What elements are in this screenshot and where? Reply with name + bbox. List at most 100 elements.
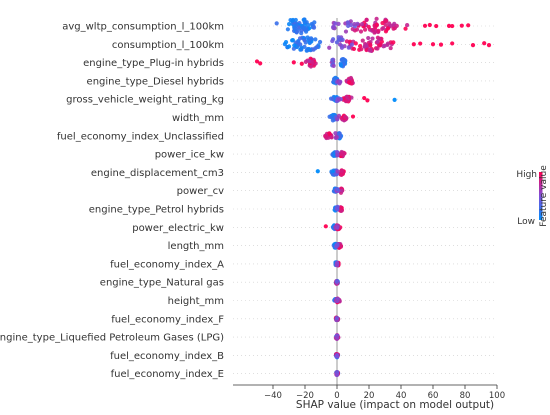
shap-point [375,39,380,45]
shap-point [346,23,351,29]
shap-outlier-point [362,95,367,101]
shap-point [346,80,352,85]
x-tick-label: 80 [460,391,471,401]
shap-point [337,132,342,137]
feature-label: height_mm [168,296,224,307]
shap-outlier-point [315,169,320,174]
shap-point [371,27,376,33]
shap-point [338,79,343,84]
shap-point [307,58,312,64]
shap-outlier-point [418,41,423,46]
feature-label: engine_type_Petrol hybrids [89,205,224,216]
shap-point [304,29,309,34]
shap-point [306,22,311,28]
shap-point [358,43,363,49]
shap-point [374,16,379,21]
colorbar-low-label: Low [517,217,535,227]
shap-point [353,41,358,46]
shap-point [335,298,340,304]
feature-label: gross_vehicle_weight_rating_kg [66,95,224,106]
shap-outlier-point [459,23,464,28]
colorbar-high-label: High [516,170,537,180]
feature-label: engine_type_Plug-in hybrids [83,58,224,69]
shap-outlier-point [466,23,471,28]
x-tick-label: 20 [364,391,375,401]
shap-points [254,16,492,378]
shap-point [335,117,340,122]
shap-point [303,59,308,64]
shap-point [336,35,341,40]
shap-point [342,114,348,119]
shap-point [314,44,319,50]
shap-point [364,17,369,22]
x-tick-label: −40 [264,391,282,401]
feature-label: fuel_economy_index_B [110,351,224,362]
shap-point [310,59,315,65]
shap-point [394,23,399,28]
shap-point [376,28,381,33]
shap-point [370,36,375,41]
shap-point [313,37,318,42]
shap-point [378,42,383,47]
shap-point [391,40,396,45]
shap-point [302,38,307,43]
feature-label: engine_type_Diesel hybrids [87,76,224,87]
colorbar [539,172,543,220]
shap-point [339,152,344,157]
shap-point [335,169,340,174]
shap-point [327,114,332,119]
shap-point [382,43,387,48]
shap-point [344,98,349,104]
shap-outlier-point [450,23,455,29]
shap-point [311,25,317,30]
shap-point [383,29,389,34]
shap-point [339,188,344,193]
shap-point [344,39,350,44]
shap-outlier-point [365,98,370,103]
shap-point [339,57,344,63]
shap-point [337,97,342,102]
shap-point [299,28,304,33]
feature-label: engine_displacement_cm3 [91,168,224,179]
shap-outlier-point [350,114,356,119]
shap-point [285,27,290,32]
shap-point [327,45,332,50]
shap-point [290,18,295,23]
shap-outlier-point [438,42,444,47]
shap-point [348,75,354,81]
feature-label: power_ice_kw [155,150,224,161]
shap-point [383,18,388,24]
shap-point [297,36,303,41]
shap-outlier-point [434,23,439,29]
shap-point [335,242,340,247]
shap-point [346,45,351,50]
shap-point [334,354,339,359]
colorbar-title: Feature value [539,165,549,227]
shap-point [327,131,332,136]
shap-point [352,21,357,27]
shap-point [317,39,323,45]
shap-point [333,131,338,136]
x-tick-label: 40 [396,391,407,401]
shap-point [334,279,340,284]
shap-outlier-point [422,23,428,28]
shap-outlier-point [482,41,487,46]
feature-rows [233,25,497,375]
shap-point [374,22,379,27]
feature-labels: avg_wltp_consumption_l_100km consumption_… [0,22,224,381]
shap-point [339,45,345,50]
shap-outlier-point [470,43,476,48]
shap-point [330,38,335,44]
shap-point [405,22,410,28]
feature-label: power_cv [177,186,224,197]
feature-label: fuel_economy_index_A [110,259,224,270]
shap-point [329,135,334,140]
shap-point [366,24,371,29]
shap-point [298,42,303,47]
shap-point [380,20,385,26]
shap-outlier-point [291,60,296,65]
feature-label: engine_type_Natural gas [100,278,224,289]
feature-label: width_mm [172,113,224,124]
shap-outlier-point [450,41,455,46]
